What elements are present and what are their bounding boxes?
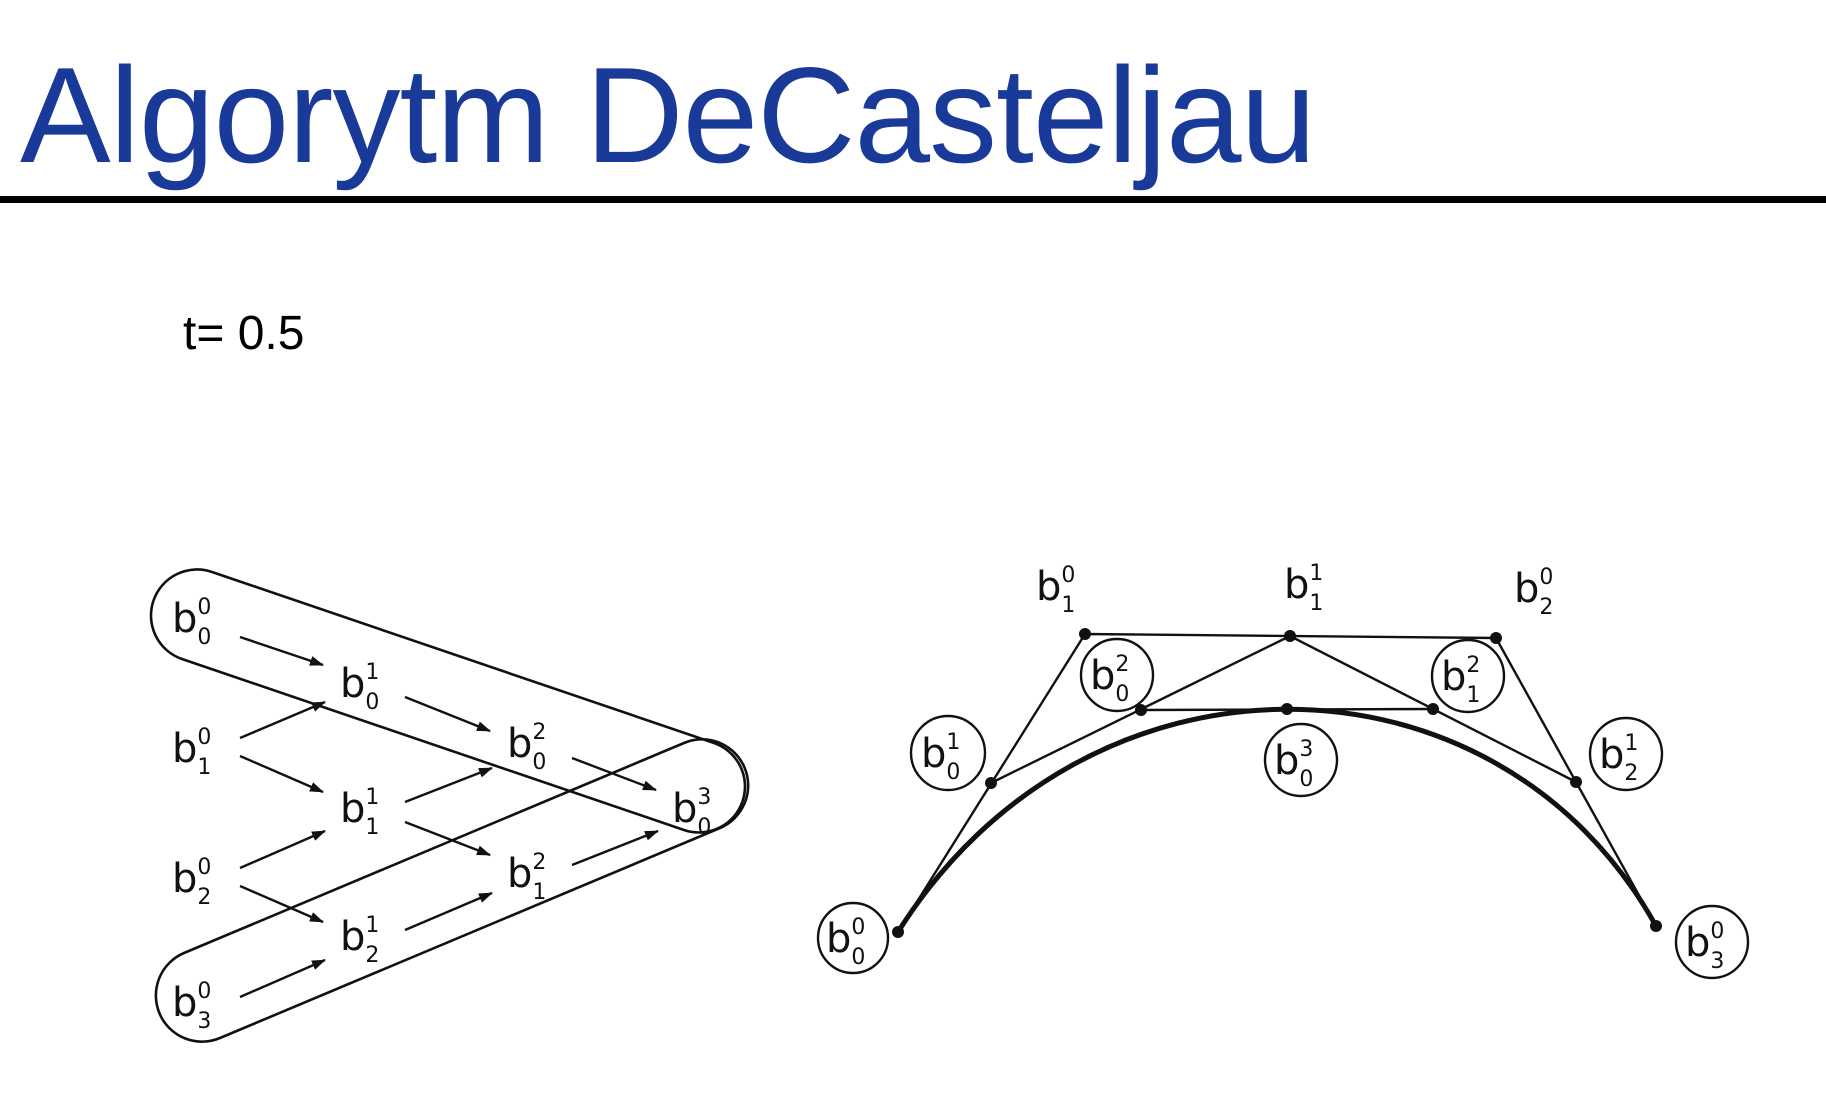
point-b03	[1281, 703, 1293, 715]
point-b00	[892, 926, 904, 938]
point-b02	[1135, 704, 1147, 716]
scheme-label-b02: b2 0	[507, 720, 546, 775]
ring-b12	[1430, 638, 1506, 714]
curve-label-b11: b1 1	[1284, 561, 1323, 616]
curve-label-b20: b0 2	[1514, 565, 1553, 620]
ring-b00	[816, 901, 890, 975]
curve-label-b00: b0 0	[826, 915, 865, 970]
curve-label-b01: b1 0	[921, 730, 960, 785]
scheme-label-b00: b0 0	[172, 595, 211, 650]
curve-label-b03: b3 0	[1274, 737, 1313, 792]
curve-label-b10: b0 1	[1036, 563, 1075, 618]
arrow-b00-b01	[239, 635, 324, 667]
scheme-label-b03: b3 0	[672, 785, 711, 840]
arrow-b20-b11	[239, 829, 326, 870]
ring-b02	[1079, 637, 1155, 713]
triangular-scheme: b0 0 b0 1 b0 2 b0 3 b1 0 b1 1 b1 2 b2 0 b2 1 b3 0	[149, 568, 750, 1043]
scheme-label-b30: b0 3	[172, 979, 211, 1034]
arrow-b12-b03	[571, 829, 659, 867]
scheme-label-b10: b0 1	[172, 725, 211, 780]
construction-points	[892, 628, 1662, 938]
scheme-label-b01: b1 0	[340, 660, 379, 715]
curve-label-b12: b2 1	[1441, 653, 1480, 708]
ring-b03	[1263, 722, 1339, 798]
point-b20	[1490, 632, 1502, 644]
scheme-arrows	[239, 635, 659, 999]
arrow-b21-b12	[404, 891, 493, 932]
point-b21	[1570, 776, 1582, 788]
ring-b01	[909, 714, 987, 792]
slide-title: Algorytm DeCasteljau	[20, 39, 1316, 191]
title-divider	[0, 196, 1826, 203]
scheme-label-b21: b1 2	[340, 913, 379, 968]
curve-construction: b0 0 b1 0 b2 0 b3 0 b2 1 b1 2 b0 3 b0 1	[816, 561, 1750, 980]
arrow-b01-b02	[404, 695, 491, 733]
lower-capsule	[154, 738, 750, 1043]
scheme-label-b20: b0 2	[172, 855, 211, 910]
scheme-label-b11: b1 1	[340, 785, 379, 840]
arrow-b30-b21	[239, 958, 326, 999]
point-b10	[1079, 628, 1091, 640]
arrow-b10-b01	[239, 700, 326, 740]
curve-label-b21: b1 2	[1599, 731, 1638, 786]
arrow-b11-b02	[404, 766, 493, 804]
upper-capsule	[149, 568, 747, 834]
point-b30	[1650, 920, 1662, 932]
point-b11	[1284, 630, 1296, 642]
point-b12	[1427, 703, 1439, 715]
curve-label-b30: b0 3	[1685, 919, 1724, 974]
scheme-label-b12: b2 1	[507, 850, 546, 905]
arrow-b11-b12	[404, 820, 491, 857]
curve-label-b02: b2 0	[1090, 652, 1129, 707]
arrow-b20-b21	[239, 884, 324, 924]
arrow-b02-b03	[571, 756, 657, 792]
ring-b30	[1674, 904, 1750, 980]
arrow-b10-b11	[239, 754, 324, 794]
point-b01	[985, 777, 997, 789]
parameter-label: t= 0.5	[183, 307, 305, 360]
ring-b21	[1588, 716, 1664, 792]
